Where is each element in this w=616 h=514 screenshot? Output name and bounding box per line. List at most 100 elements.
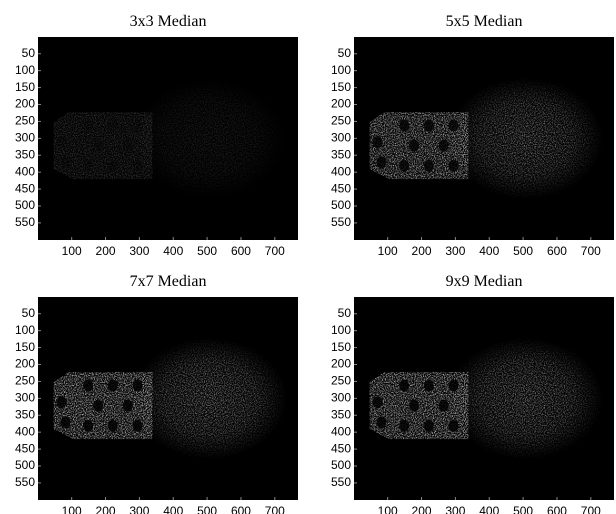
x-tick-label: 200 [96, 504, 116, 514]
x-tick-label: 700 [581, 244, 601, 258]
image-die-pip [449, 120, 459, 132]
y-tick-label: 200 [331, 357, 351, 371]
x-tick-label: 200 [96, 244, 116, 258]
subplot-title: 5x5 Median [446, 13, 523, 30]
subplot-title: 7x7 Median [130, 273, 207, 290]
y-tick-label: 350 [331, 407, 351, 421]
y-tick-label: 350 [15, 147, 35, 161]
y-tick-label: 50 [338, 46, 352, 60]
x-tick-label: 300 [445, 504, 465, 514]
y-tick-label: 500 [15, 458, 35, 472]
x-tick-label: 400 [163, 504, 183, 514]
image-cloud [448, 338, 604, 460]
subplot-title: 9x9 Median [446, 273, 523, 290]
image-die-pip [439, 140, 449, 152]
x-tick-label: 400 [163, 244, 183, 258]
image-die-pip [123, 400, 133, 412]
y-tick-label: 400 [15, 164, 35, 178]
y-tick-label: 150 [331, 340, 351, 354]
x-tick-label: 700 [265, 504, 285, 514]
image-die-pip [83, 120, 93, 132]
image-die-pip [409, 140, 419, 152]
x-tick-label: 200 [412, 244, 432, 258]
image-die-pip [93, 140, 103, 152]
x-tick-label: 500 [513, 504, 533, 514]
image-die-pip [108, 120, 118, 132]
y-tick-label: 250 [331, 374, 351, 388]
y-tick-label: 250 [15, 374, 35, 388]
y-tick-label: 550 [15, 215, 35, 229]
y-tick-label: 100 [331, 323, 351, 337]
y-tick-label: 300 [15, 391, 35, 405]
x-tick-label: 300 [445, 244, 465, 258]
y-tick-label: 50 [22, 306, 36, 320]
image-die-pip [424, 160, 434, 172]
y-tick-label: 400 [15, 424, 35, 438]
y-tick-label: 300 [331, 131, 351, 145]
image-die-pip [424, 420, 434, 432]
image-die-pip [439, 400, 449, 412]
image-die-pip [133, 420, 143, 432]
y-tick-label: 350 [331, 147, 351, 161]
y-tick-label: 350 [15, 407, 35, 421]
image-die-pip [399, 420, 409, 432]
image-die-pip [133, 120, 143, 132]
image-die-pip [123, 140, 133, 152]
image-die-pip [449, 380, 459, 392]
x-tick-label: 300 [129, 244, 149, 258]
y-tick-label: 250 [331, 114, 351, 128]
y-tick-label: 150 [15, 80, 35, 94]
image-die-pip [449, 420, 459, 432]
y-tick-label: 200 [15, 97, 35, 111]
y-tick-label: 550 [331, 215, 351, 229]
y-tick-label: 50 [22, 46, 36, 60]
x-tick-label: 100 [378, 504, 398, 514]
y-tick-label: 100 [15, 323, 35, 337]
x-tick-label: 400 [479, 244, 499, 258]
y-tick-label: 50 [338, 306, 352, 320]
image-die-pip [399, 380, 409, 392]
image-die-pip [83, 160, 93, 172]
image-die-pip [449, 160, 459, 172]
y-tick-label: 300 [331, 391, 351, 405]
y-tick-label: 500 [331, 198, 351, 212]
image-die-pip [373, 136, 383, 148]
x-tick-label: 100 [378, 244, 398, 258]
x-tick-label: 500 [513, 244, 533, 258]
y-tick-label: 200 [331, 97, 351, 111]
image-die-pip [108, 160, 118, 172]
y-tick-label: 400 [331, 164, 351, 178]
y-tick-label: 150 [331, 80, 351, 94]
image-die-pip [399, 160, 409, 172]
image-die-pip [399, 120, 409, 132]
image-die-pip [83, 420, 93, 432]
y-tick-label: 100 [15, 63, 35, 77]
image-die-pip [409, 400, 419, 412]
image-die-pip [57, 136, 67, 148]
image-die-pip [57, 396, 67, 408]
y-tick-label: 150 [15, 340, 35, 354]
y-tick-label: 550 [15, 475, 35, 489]
y-tick-label: 500 [331, 458, 351, 472]
y-tick-label: 100 [331, 63, 351, 77]
image-die-pip [108, 380, 118, 392]
y-tick-label: 450 [331, 181, 351, 195]
x-tick-label: 400 [479, 504, 499, 514]
image-die-pip [424, 380, 434, 392]
image-cloud [132, 78, 288, 200]
image-die-pip [60, 416, 70, 428]
x-tick-label: 100 [62, 244, 82, 258]
y-tick-label: 450 [15, 441, 35, 455]
x-tick-label: 100 [62, 504, 82, 514]
x-tick-label: 700 [265, 244, 285, 258]
y-tick-label: 300 [15, 131, 35, 145]
y-tick-label: 250 [15, 114, 35, 128]
image-die-pip [83, 380, 93, 392]
x-tick-label: 600 [547, 504, 567, 514]
y-tick-label: 450 [15, 181, 35, 195]
x-tick-label: 500 [197, 504, 217, 514]
